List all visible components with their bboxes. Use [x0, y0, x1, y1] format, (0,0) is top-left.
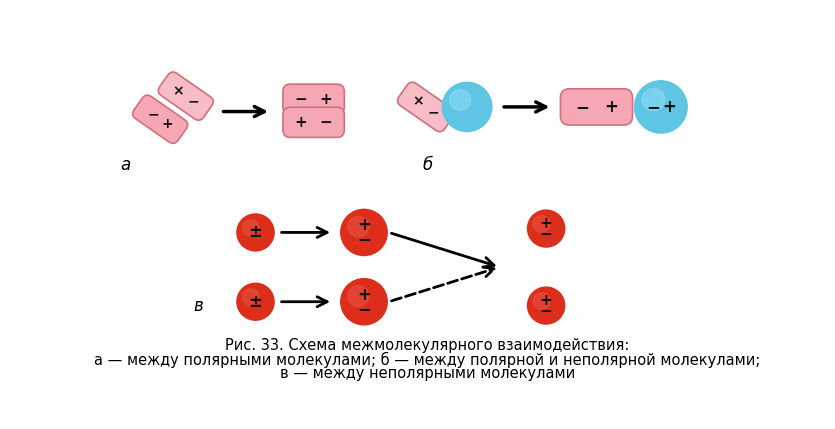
Text: ×: ×: [173, 84, 185, 98]
FancyBboxPatch shape: [158, 72, 213, 120]
Ellipse shape: [341, 278, 387, 325]
FancyBboxPatch shape: [560, 89, 633, 125]
Text: −: −: [575, 98, 589, 116]
FancyBboxPatch shape: [397, 82, 454, 132]
Text: в: в: [194, 296, 203, 314]
Ellipse shape: [533, 216, 549, 232]
Text: +: +: [295, 115, 307, 130]
Text: +: +: [539, 293, 553, 308]
Text: −: −: [147, 107, 159, 121]
Ellipse shape: [237, 214, 274, 251]
Text: ±: ±: [249, 293, 262, 311]
Text: +: +: [357, 286, 371, 304]
Text: −: −: [295, 92, 307, 107]
Ellipse shape: [642, 88, 665, 111]
Ellipse shape: [449, 90, 471, 111]
FancyBboxPatch shape: [283, 107, 344, 137]
Text: +: +: [539, 215, 553, 230]
Text: −: −: [428, 105, 439, 119]
Text: −: −: [539, 304, 553, 319]
Ellipse shape: [242, 220, 259, 236]
Ellipse shape: [242, 289, 259, 305]
Text: в — между неполярными молекулами: в — между неполярными молекулами: [280, 366, 575, 381]
Text: −: −: [646, 98, 660, 116]
Ellipse shape: [237, 283, 274, 320]
FancyBboxPatch shape: [283, 84, 344, 114]
Text: +: +: [162, 117, 173, 131]
Text: +: +: [357, 217, 371, 235]
Text: +: +: [662, 98, 676, 116]
Text: −: −: [187, 94, 199, 108]
Ellipse shape: [528, 210, 564, 247]
Ellipse shape: [341, 209, 387, 256]
Text: а: а: [120, 157, 130, 175]
Text: а — между полярными молекулами; б — между полярной и неполярной молекулами;: а — между полярными молекулами; б — межд…: [94, 351, 761, 368]
Ellipse shape: [443, 82, 492, 132]
Text: −: −: [357, 230, 371, 248]
Ellipse shape: [635, 81, 687, 133]
Text: б: б: [423, 157, 433, 175]
Text: +: +: [605, 98, 618, 116]
Text: Рис. 33. Схема межмолекулярного взаимодействия:: Рис. 33. Схема межмолекулярного взаимоде…: [225, 338, 630, 353]
Text: −: −: [539, 227, 553, 242]
Text: −: −: [320, 115, 332, 130]
Text: ±: ±: [249, 224, 262, 242]
Text: ×: ×: [412, 94, 424, 109]
Text: +: +: [320, 92, 332, 107]
FancyBboxPatch shape: [133, 95, 188, 143]
Ellipse shape: [533, 293, 549, 309]
Ellipse shape: [347, 216, 368, 237]
Ellipse shape: [528, 287, 564, 324]
Ellipse shape: [347, 286, 368, 306]
Text: −: −: [357, 300, 371, 317]
